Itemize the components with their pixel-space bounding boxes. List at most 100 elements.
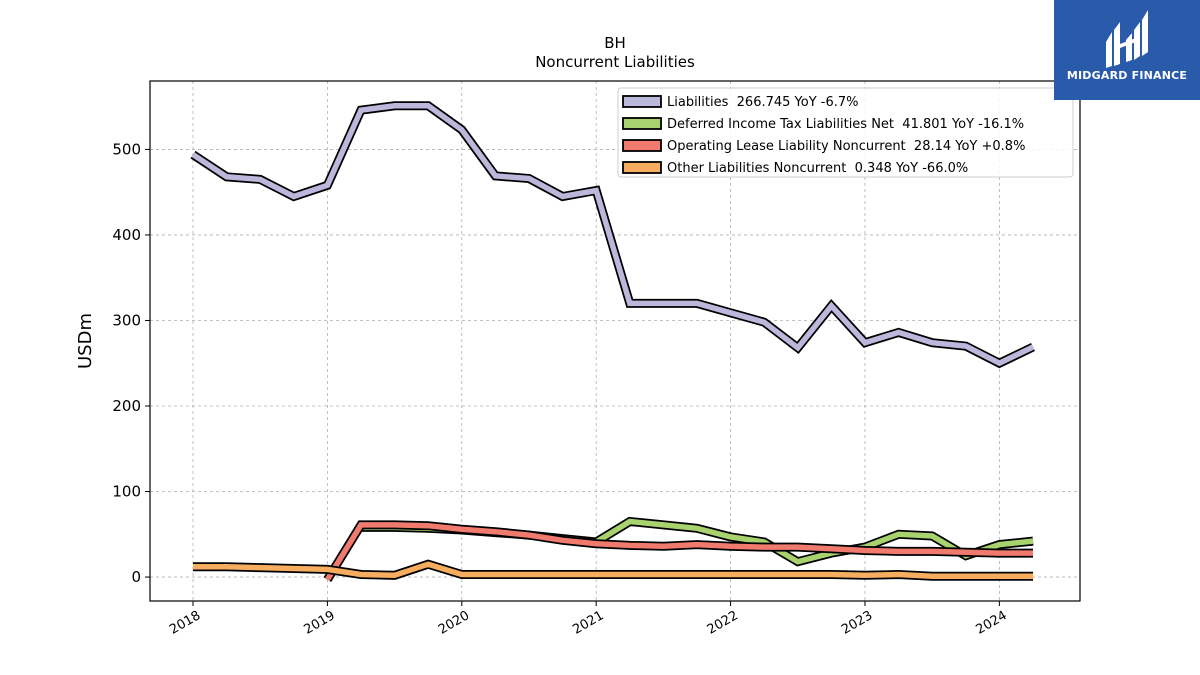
data-point-liabilities bbox=[224, 174, 229, 179]
y-tick-label: 500 bbox=[112, 140, 141, 158]
data-point-operating-lease-liability-noncurrent bbox=[762, 545, 767, 550]
legend-label-deferred-income-tax-liabilities-net: Deferred Income Tax Liabilities Net 41.8… bbox=[667, 117, 1024, 132]
y-axis-ticks: 0 100 200 300 400 500 bbox=[112, 140, 150, 586]
legend-label-operating-lease-liability-noncurrent: Operating Lease Liability Noncurrent 28.… bbox=[667, 139, 1025, 154]
data-point-other-liabilities-noncurrent bbox=[862, 573, 867, 578]
data-point-operating-lease-liability-noncurrent bbox=[963, 550, 968, 555]
data-point-operating-lease-liability-noncurrent bbox=[795, 545, 800, 550]
data-point-deferred-income-tax-liabilities-net bbox=[627, 519, 632, 524]
data-point-liabilities bbox=[325, 183, 330, 188]
x-tick-label: 2020 bbox=[436, 608, 472, 638]
brand-logo: MIDGARD FINANCE bbox=[1054, 0, 1200, 100]
data-point-liabilities bbox=[627, 301, 632, 306]
data-point-operating-lease-liability-noncurrent bbox=[896, 549, 901, 554]
x-tick-label: 2021 bbox=[570, 608, 606, 638]
data-point-other-liabilities-noncurrent bbox=[896, 572, 901, 577]
data-point-operating-lease-liability-noncurrent bbox=[694, 542, 699, 547]
data-point-liabilities bbox=[795, 345, 800, 350]
series-line-operating-lease-liability-noncurrent bbox=[325, 522, 1033, 582]
x-tick-label: 2024 bbox=[974, 608, 1010, 638]
data-point-deferred-income-tax-liabilities-net bbox=[795, 559, 800, 564]
data-point-operating-lease-liability-noncurrent bbox=[358, 522, 363, 527]
data-point-other-liabilities-noncurrent bbox=[728, 572, 733, 577]
data-point-liabilities bbox=[930, 340, 935, 345]
data-point-other-liabilities-noncurrent bbox=[795, 572, 800, 577]
data-point-liabilities bbox=[661, 301, 666, 306]
x-axis-ticks: 2018 2019 2020 2021 2022 2023 2024 bbox=[167, 601, 1010, 638]
data-point-other-liabilities-noncurrent bbox=[560, 572, 565, 577]
data-point-deferred-income-tax-liabilities-net bbox=[930, 533, 935, 538]
data-point-other-liabilities-noncurrent bbox=[224, 564, 229, 569]
data-point-other-liabilities-noncurrent bbox=[258, 565, 263, 570]
data-point-liabilities bbox=[493, 173, 498, 178]
data-point-operating-lease-liability-noncurrent bbox=[459, 527, 464, 532]
y-tick-label: 0 bbox=[131, 568, 141, 586]
y-tick-label: 400 bbox=[112, 226, 141, 244]
series-line-other-liabilities-noncurrent bbox=[193, 561, 1033, 579]
data-point-operating-lease-liability-noncurrent bbox=[997, 551, 1002, 556]
data-point-operating-lease-liability-noncurrent bbox=[594, 541, 599, 546]
chart-subtitle: Noncurrent Liabilities bbox=[535, 53, 695, 71]
y-axis-label: USDm bbox=[75, 313, 96, 369]
data-point-operating-lease-liability-noncurrent bbox=[862, 548, 867, 553]
data-point-other-liabilities-noncurrent bbox=[190, 564, 195, 569]
data-point-liabilities bbox=[258, 177, 263, 182]
data-point-liabilities bbox=[829, 303, 834, 308]
data-point-other-liabilities-noncurrent bbox=[963, 574, 968, 579]
data-point-other-liabilities-noncurrent bbox=[1030, 574, 1035, 579]
data-point-liabilities bbox=[291, 194, 296, 199]
data-point-other-liabilities-noncurrent bbox=[997, 574, 1002, 579]
data-point-operating-lease-liability-noncurrent bbox=[728, 544, 733, 549]
data-point-liabilities bbox=[392, 103, 397, 108]
data-point-operating-lease-liability-noncurrent bbox=[661, 544, 666, 549]
data-point-operating-lease-liability-noncurrent bbox=[493, 529, 498, 534]
data-point-liabilities bbox=[426, 103, 431, 108]
data-point-other-liabilities-noncurrent bbox=[694, 572, 699, 577]
data-point-other-liabilities-noncurrent bbox=[930, 574, 935, 579]
data-point-operating-lease-liability-noncurrent bbox=[1030, 551, 1035, 556]
data-point-deferred-income-tax-liabilities-net bbox=[728, 534, 733, 539]
legend-box bbox=[617, 87, 1074, 178]
legend-swatch-operating-lease-liability-noncurrent bbox=[622, 139, 662, 152]
data-point-deferred-income-tax-liabilities-net bbox=[694, 526, 699, 531]
brand-name: MIDGARD FINANCE bbox=[1066, 69, 1188, 82]
data-point-other-liabilities-noncurrent bbox=[594, 572, 599, 577]
data-point-other-liabilities-noncurrent bbox=[829, 572, 834, 577]
data-point-other-liabilities-noncurrent bbox=[459, 572, 464, 577]
x-tick-label: 2018 bbox=[167, 608, 203, 638]
data-point-liabilities bbox=[358, 107, 363, 112]
series-lines bbox=[190, 101, 1035, 582]
y-tick-label: 300 bbox=[112, 311, 141, 329]
data-point-other-liabilities-noncurrent bbox=[358, 572, 363, 577]
data-point-operating-lease-liability-noncurrent bbox=[392, 522, 397, 527]
chart-title: BH bbox=[604, 34, 626, 52]
data-point-other-liabilities-noncurrent bbox=[291, 566, 296, 571]
legend: Liabilities 266.745 YoY -6.7% Deferred In… bbox=[617, 87, 1074, 178]
data-point-other-liabilities-noncurrent bbox=[762, 572, 767, 577]
data-point-liabilities bbox=[997, 361, 1002, 366]
legend-swatch-liabilities bbox=[622, 95, 662, 108]
y-tick-label: 200 bbox=[112, 397, 141, 415]
data-point-liabilities bbox=[190, 152, 195, 157]
y-tick-label: 100 bbox=[112, 483, 141, 501]
legend-swatch-deferred-income-tax-liabilities-net bbox=[622, 117, 662, 130]
brand-mark-icon bbox=[1106, 10, 1148, 68]
series-line-liabilities bbox=[191, 103, 1035, 367]
data-point-liabilities bbox=[694, 301, 699, 306]
data-point-liabilities bbox=[862, 340, 867, 345]
data-point-deferred-income-tax-liabilities-net bbox=[661, 522, 666, 527]
data-point-other-liabilities-noncurrent bbox=[526, 572, 531, 577]
data-point-liabilities bbox=[594, 188, 599, 193]
data-point-other-liabilities-noncurrent bbox=[426, 562, 431, 567]
data-point-operating-lease-liability-noncurrent bbox=[325, 577, 330, 582]
data-point-liabilities bbox=[560, 194, 565, 199]
legend-label-other-liabilities-noncurrent: Other Liabilities Noncurrent 0.348 YoY -… bbox=[667, 161, 968, 176]
data-point-other-liabilities-noncurrent bbox=[392, 573, 397, 578]
data-point-operating-lease-liability-noncurrent bbox=[930, 549, 935, 554]
x-tick-label: 2023 bbox=[839, 608, 875, 638]
legend-swatch-other-liabilities-noncurrent bbox=[622, 161, 662, 174]
data-point-operating-lease-liability-noncurrent bbox=[627, 543, 632, 548]
data-point-liabilities bbox=[762, 320, 767, 325]
data-point-liabilities bbox=[963, 344, 968, 349]
data-point-other-liabilities-noncurrent bbox=[325, 567, 330, 572]
